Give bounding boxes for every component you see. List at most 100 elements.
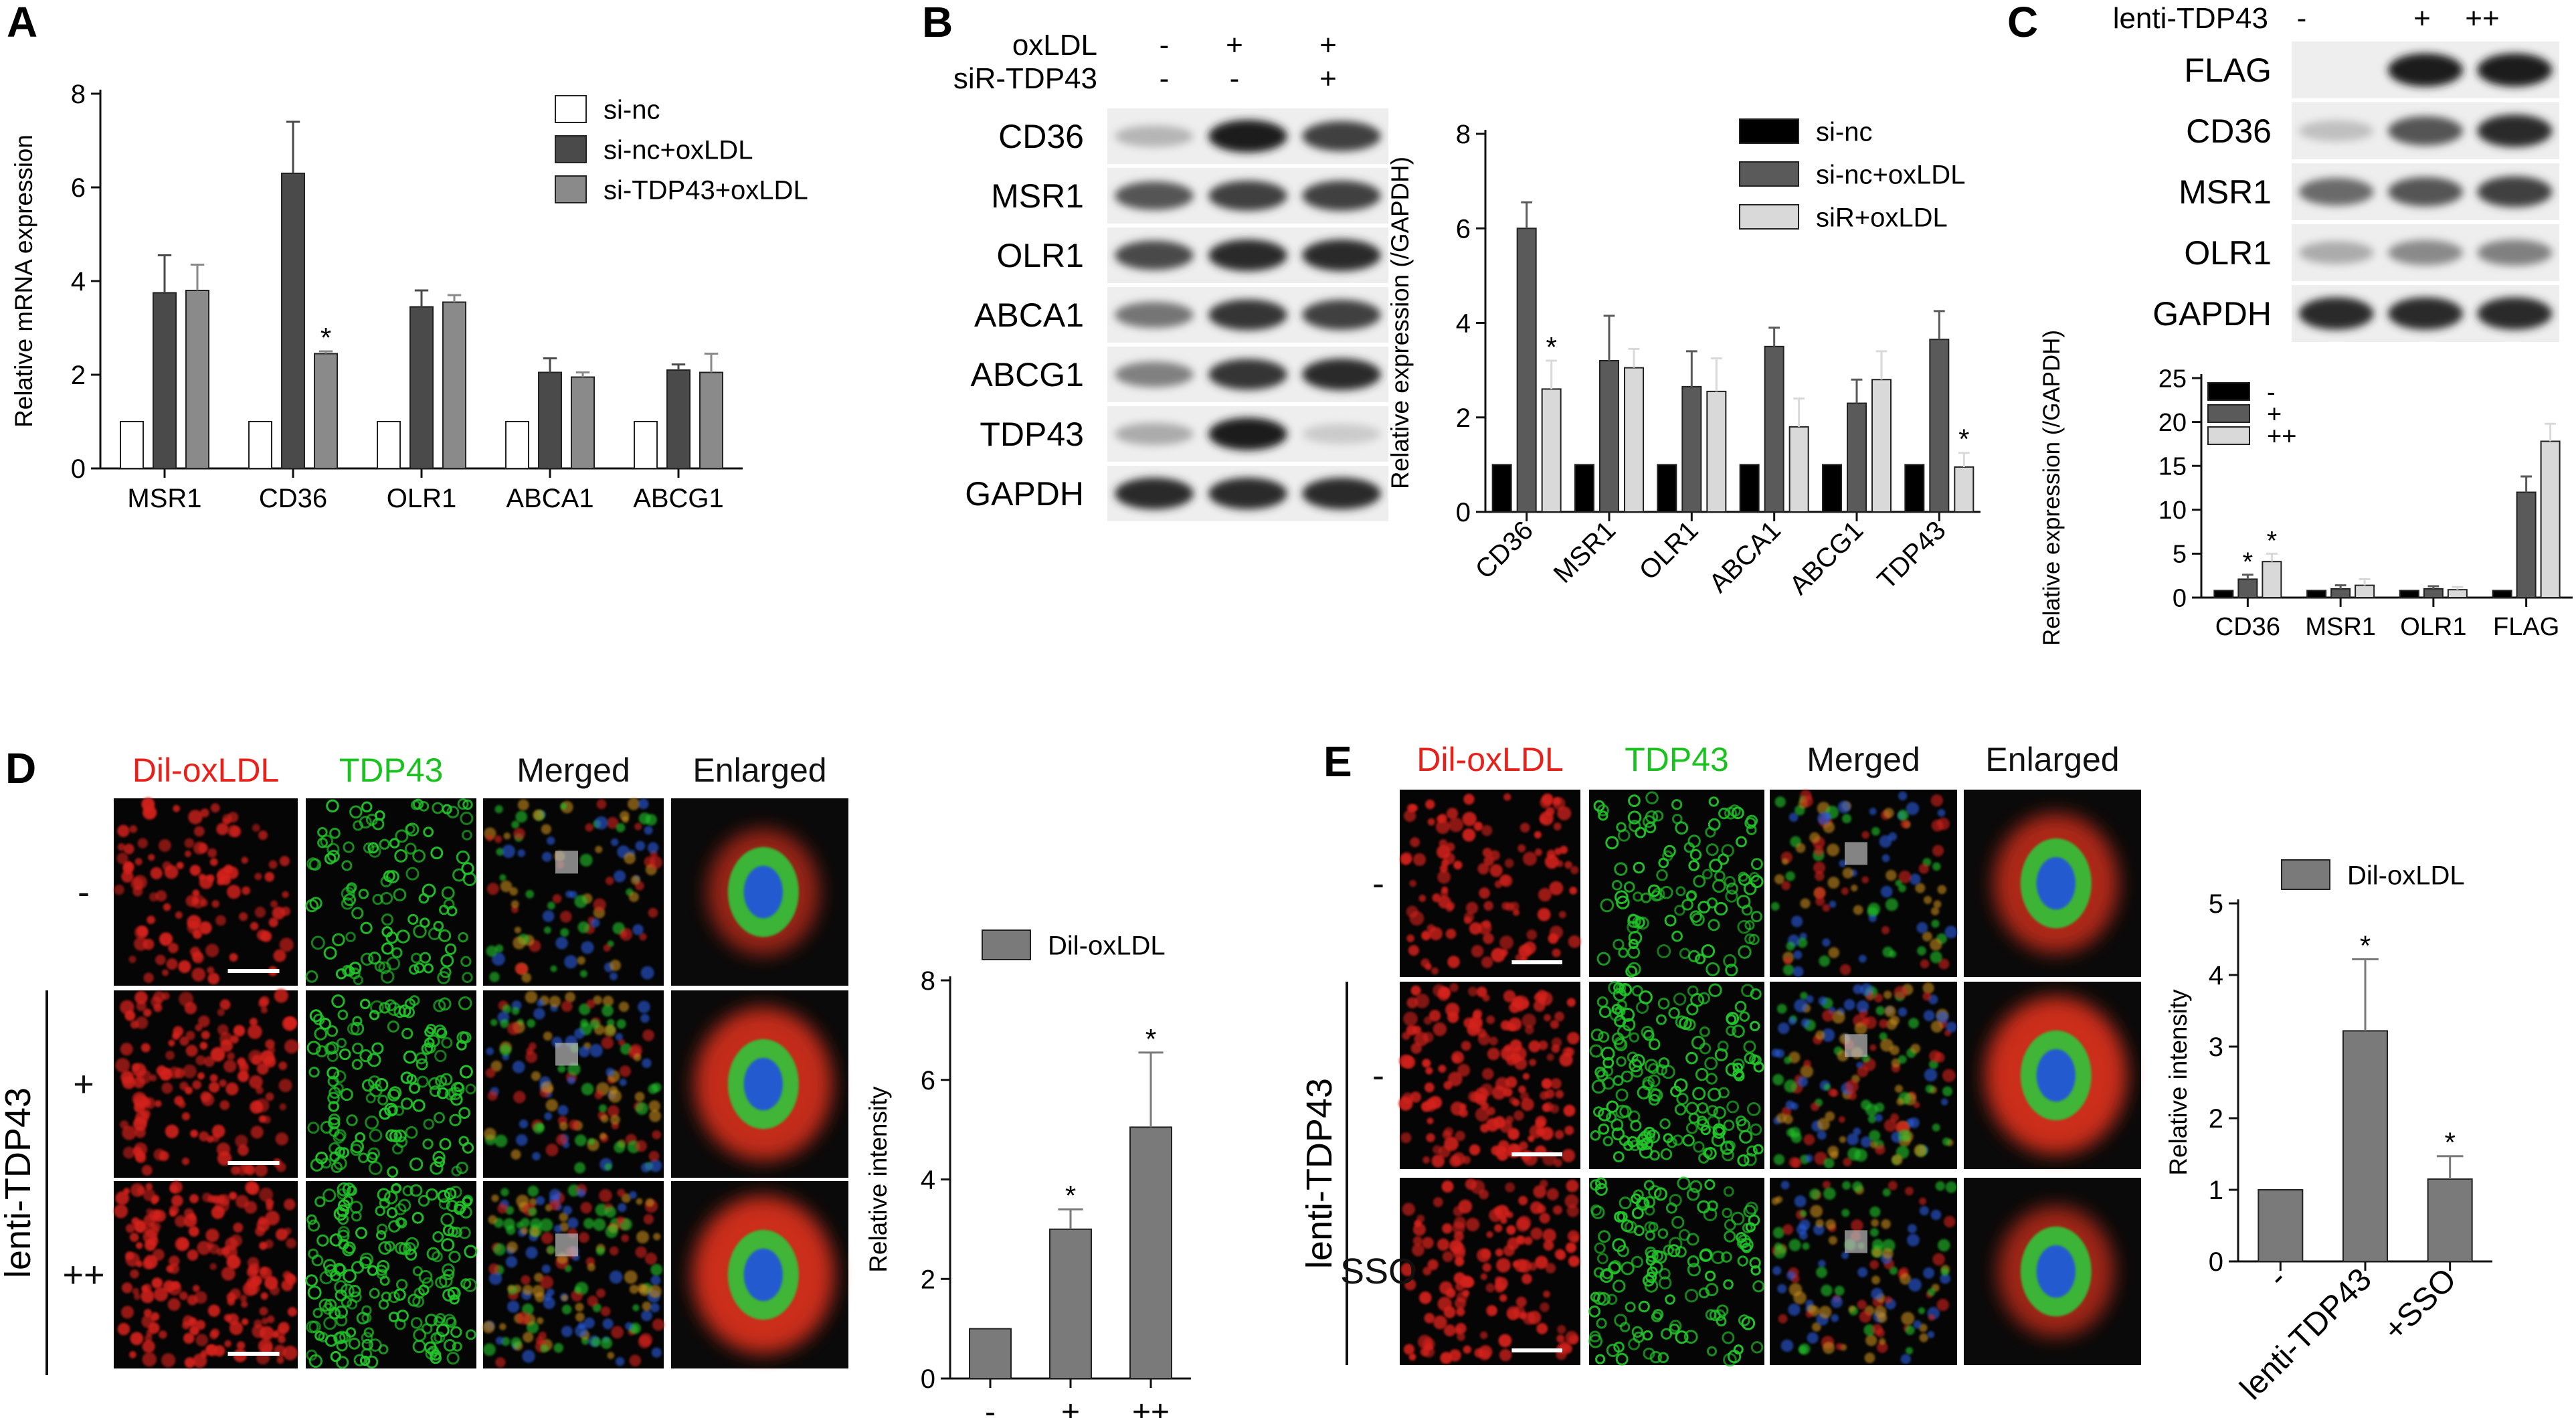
condition-label: siR-TDP43 [953, 62, 1097, 95]
cell-signal [540, 1275, 554, 1290]
cell-signal [199, 1041, 208, 1050]
cell-signal [369, 1128, 383, 1142]
cell-signal [1853, 1128, 1861, 1136]
nucleus-signal [2036, 857, 2076, 910]
cell-signal [1613, 1341, 1625, 1353]
cell-signal [1457, 1332, 1465, 1342]
legend-swatch [555, 135, 587, 163]
cell-signal [600, 1337, 613, 1349]
cell-signal [507, 1284, 515, 1292]
cell-signal [1628, 794, 1641, 808]
cell-signal [1674, 904, 1685, 916]
cell-signal [209, 858, 218, 867]
cell-signal [1780, 1180, 1790, 1190]
cell-signal [211, 1195, 220, 1204]
cell-signal [259, 1307, 268, 1316]
cell-signal [482, 1343, 496, 1356]
cell-signal [488, 1215, 497, 1225]
cell-signal [615, 1356, 625, 1366]
cell-signal [1880, 885, 1893, 898]
cell-signal [1406, 905, 1418, 918]
cell-signal [326, 799, 339, 813]
cell-signal [1495, 1276, 1502, 1284]
legend-label: si-nc [604, 95, 660, 124]
cell-signal [1874, 1306, 1887, 1318]
bar [120, 421, 144, 469]
cell-signal [393, 888, 407, 901]
cell-signal [1706, 1346, 1718, 1356]
cell-signal [184, 1002, 197, 1014]
cell-signal [1818, 996, 1828, 1006]
cell-signal [609, 1246, 619, 1256]
cell-signal [1469, 1144, 1481, 1156]
cell-signal [1891, 1058, 1901, 1068]
cell-signal [1813, 861, 1826, 874]
cell-signal [1545, 1263, 1556, 1273]
cell-signal [1825, 1219, 1836, 1230]
cell-signal [183, 1315, 194, 1326]
cell-signal [1883, 990, 1892, 999]
cell-signal [1437, 870, 1451, 884]
cell-signal [463, 1277, 477, 1292]
cell-signal [616, 822, 626, 832]
cell-signal [555, 1134, 567, 1146]
cell-signal [438, 1198, 451, 1210]
cell-signal [278, 1079, 292, 1093]
cell-signal [516, 1134, 528, 1146]
cell-signal [1528, 1262, 1538, 1271]
cell-signal [1843, 998, 1855, 1010]
cell-signal [1481, 956, 1493, 968]
cell-signal [1543, 1240, 1554, 1251]
cell-signal [1552, 948, 1561, 958]
cell-signal [1539, 996, 1546, 1003]
cell-signal [150, 867, 163, 880]
cell-signal [1558, 911, 1566, 919]
cell-signal [522, 1350, 535, 1363]
cell-signal [229, 1234, 243, 1247]
bar [1847, 402, 1867, 513]
cell-signal [328, 1113, 341, 1126]
cell-signal [1649, 1150, 1660, 1161]
cell-signal [1752, 1280, 1765, 1293]
cell-signal [265, 1211, 280, 1226]
cell-signal [1534, 849, 1542, 857]
cell-signal [1705, 1270, 1716, 1281]
x-tick-label: lenti-TDP43 [2233, 1261, 2379, 1407]
cell-signal [1605, 1112, 1617, 1123]
panel-letter-b: B [922, 0, 953, 46]
cell-signal [1427, 1259, 1439, 1271]
cell-signal [209, 1330, 218, 1340]
cell-signal [434, 1156, 446, 1168]
cell-signal [175, 1215, 187, 1227]
cell-signal [585, 823, 593, 832]
cell-signal [363, 1327, 374, 1338]
cell-signal [122, 1126, 136, 1140]
cell-signal [1930, 1021, 1943, 1033]
cell-signal [1550, 1078, 1562, 1089]
cell-signal [1600, 1047, 1615, 1061]
cell-signal [575, 1324, 587, 1338]
cell-signal [1687, 1255, 1699, 1267]
cell-signal [132, 1288, 140, 1295]
cell-signal [405, 1126, 418, 1139]
cell-signal [1882, 1188, 1891, 1197]
cell-signal [1780, 1339, 1794, 1352]
cell-signal [1906, 1347, 1914, 1355]
cell-signal [305, 1274, 318, 1287]
cell-signal [638, 812, 651, 825]
cell-signal [1481, 824, 1493, 836]
cell-signal [168, 1039, 175, 1047]
row-label: - [78, 872, 90, 912]
cell-signal [1499, 1294, 1507, 1302]
cell-signal [458, 1136, 469, 1146]
cell-signal [167, 1298, 181, 1311]
cell-signal [1631, 1326, 1643, 1338]
cell-signal [421, 1323, 433, 1334]
cell-signal [1932, 862, 1941, 871]
cell-signal [437, 971, 450, 984]
cell-signal [1925, 1084, 1934, 1093]
cell-signal [161, 992, 170, 1000]
cell-signal [1815, 1219, 1824, 1228]
cell-signal [1600, 898, 1615, 913]
cell-signal [650, 1263, 663, 1276]
